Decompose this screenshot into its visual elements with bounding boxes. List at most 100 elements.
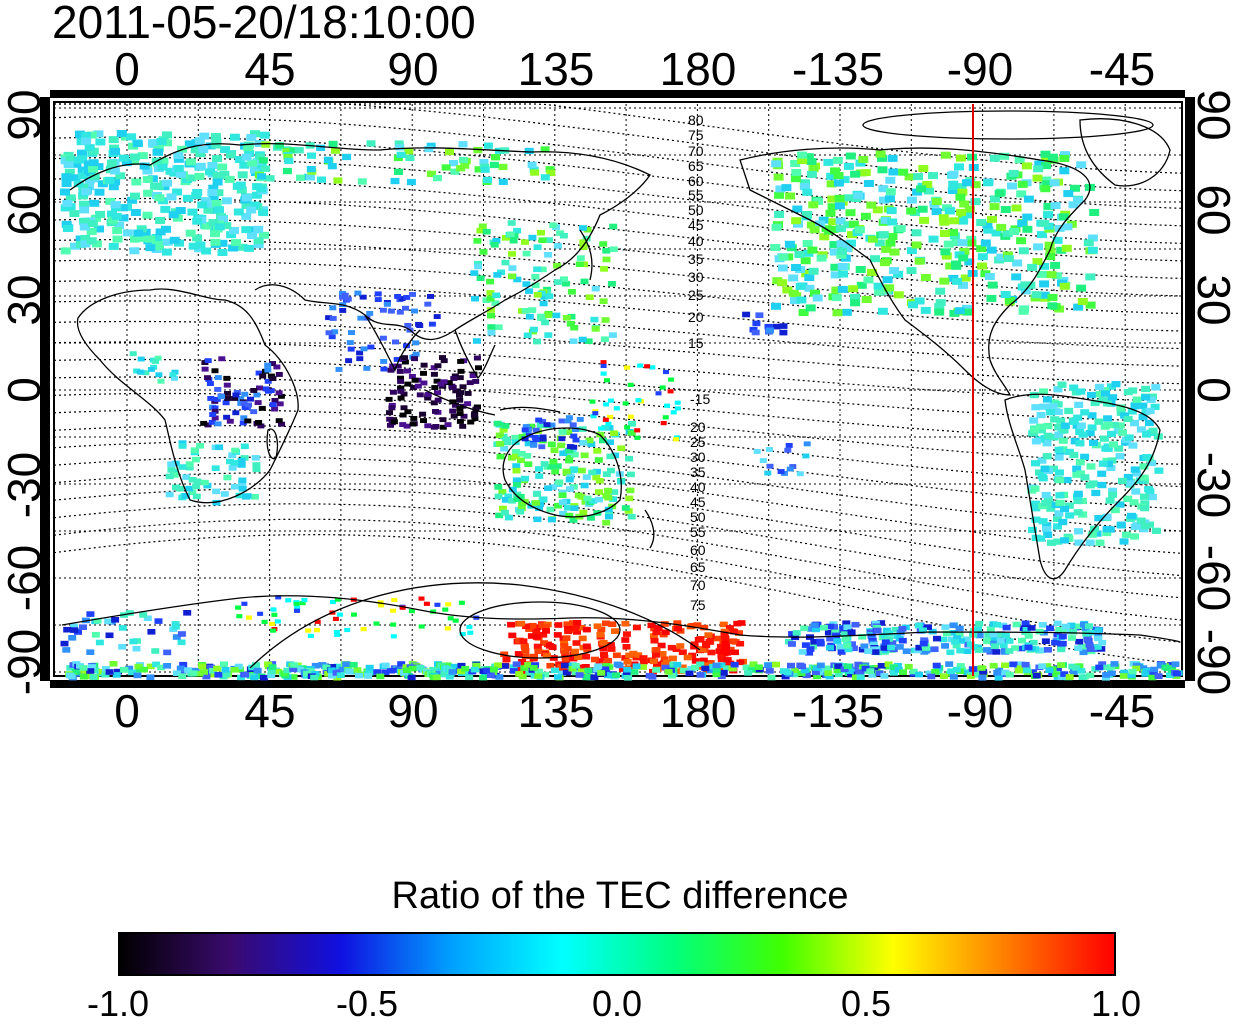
- tec-cell: [1042, 440, 1052, 447]
- tec-cell: [188, 477, 197, 483]
- tec-cell: [538, 237, 547, 243]
- tec-cell: [735, 630, 743, 636]
- tec-cell: [600, 360, 607, 365]
- tec-cell: [644, 364, 651, 369]
- tec-cell: [397, 395, 405, 401]
- tec-cell: [879, 259, 890, 267]
- tec-cell: [126, 133, 137, 141]
- tec-cell: [472, 662, 481, 669]
- tec-cell: [206, 381, 214, 386]
- tec-cell: [239, 161, 250, 169]
- tec-cell: [1128, 442, 1138, 449]
- tec-cell: [74, 130, 85, 138]
- tec-cell: [1051, 272, 1062, 280]
- tec-cell: [845, 152, 856, 160]
- tec-cell: [1030, 485, 1040, 492]
- tec-cell: [1038, 663, 1047, 669]
- contour-label: 20: [688, 309, 704, 325]
- tec-cell: [357, 315, 365, 321]
- tec-cell: [456, 392, 463, 398]
- tec-cell: [1109, 421, 1119, 429]
- tec-cell: [271, 612, 278, 617]
- tec-cell: [585, 437, 594, 444]
- tec-cell: [1067, 622, 1076, 629]
- tec-cell: [492, 238, 501, 244]
- tec-cell: [812, 665, 821, 671]
- tec-cell: [676, 643, 685, 649]
- tec-cell: [834, 671, 843, 678]
- tec-cell: [86, 668, 95, 674]
- tec-cell: [990, 640, 999, 647]
- tec-cell: [970, 181, 981, 189]
- tec-cell: [1075, 440, 1085, 447]
- contour-label: 60: [688, 173, 704, 189]
- tec-cell: [880, 645, 889, 651]
- tec-cell: [717, 673, 726, 680]
- tec-cell: [788, 289, 799, 297]
- tec-cell: [458, 141, 468, 148]
- tec-cell: [1064, 407, 1074, 415]
- tec-cell: [639, 655, 648, 661]
- tec-cell: [627, 513, 636, 520]
- tec-cell: [1043, 531, 1053, 538]
- tec-cell: [992, 649, 1001, 655]
- tec-cell: [240, 400, 248, 406]
- tec-cell: [424, 423, 432, 429]
- tec-cell: [330, 147, 340, 154]
- tec-cell: [440, 671, 449, 677]
- tec-cell: [860, 212, 871, 220]
- tec-cell: [310, 674, 319, 681]
- tec-cell: [329, 599, 336, 605]
- tec-cell: [975, 632, 984, 639]
- tec-cell: [473, 146, 483, 154]
- tec-cell: [812, 626, 821, 633]
- tec-cell: [875, 150, 886, 158]
- tec-cell: [201, 366, 209, 372]
- tec-cell: [517, 620, 526, 627]
- tec-cell: [610, 430, 619, 436]
- tec-cell: [1073, 509, 1083, 516]
- tec-cell: [258, 209, 269, 217]
- tec-cell: [255, 420, 263, 425]
- tec-cell: [826, 635, 835, 642]
- tec-cell: [1069, 384, 1079, 391]
- tec-cell: [399, 422, 407, 427]
- tec-cell: [540, 640, 549, 646]
- tec-cell: [342, 153, 352, 161]
- tec-cell: [175, 207, 186, 214]
- tec-cell: [1123, 473, 1133, 481]
- tec-cell: [911, 229, 922, 237]
- tec-cell: [1058, 633, 1067, 640]
- tec-cell: [860, 643, 869, 650]
- tec-cell: [79, 217, 90, 225]
- tec-cell: [551, 468, 560, 475]
- tec-cell: [201, 222, 212, 230]
- tec-cell: [1080, 409, 1090, 416]
- tec-cell: [721, 644, 730, 650]
- tec-cell: [1046, 625, 1055, 632]
- tec-cell: [564, 505, 572, 511]
- tec-cell: [197, 201, 208, 209]
- tec-cell: [625, 652, 634, 659]
- tec-cell: [832, 156, 843, 164]
- tec-cell: [767, 674, 776, 681]
- tec-cell: [231, 483, 239, 490]
- timestamp-title: 2011-05-20/18:10:00: [52, 0, 476, 48]
- tec-cell: [211, 405, 219, 411]
- tec-cell: [564, 418, 572, 424]
- tec-cell: [1077, 668, 1086, 674]
- tec-cell: [806, 221, 817, 229]
- contour-label: 65: [688, 158, 704, 174]
- tec-cell: [1043, 496, 1053, 503]
- tec-cell: [178, 464, 187, 470]
- tec-cell: [945, 661, 954, 667]
- tec-cell: [833, 179, 844, 187]
- tec-cell: [195, 150, 206, 158]
- tec-cell: [129, 247, 140, 255]
- tec-cell: [112, 235, 123, 243]
- tec-cell: [416, 665, 425, 671]
- tec-cell: [464, 391, 472, 396]
- tec-cell: [604, 378, 610, 383]
- tec-cell: [456, 375, 464, 381]
- tec-cell: [920, 306, 931, 314]
